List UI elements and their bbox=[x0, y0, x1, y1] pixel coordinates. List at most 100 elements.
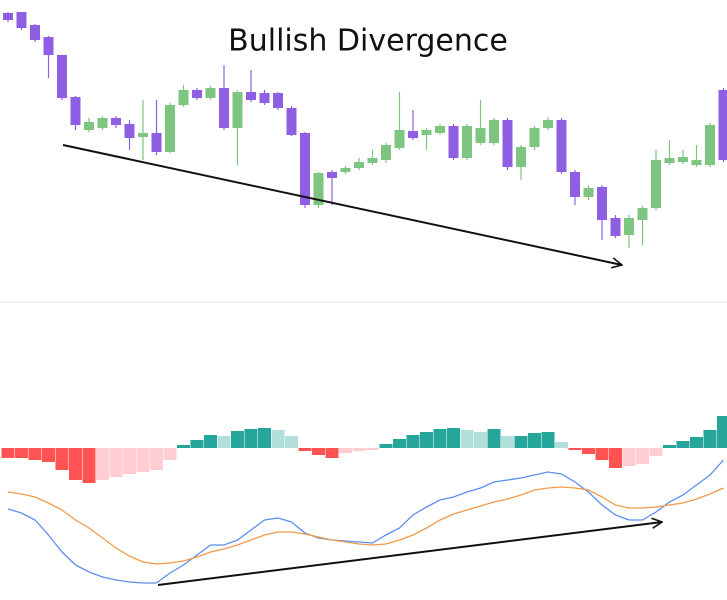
macd-line bbox=[7, 459, 724, 584]
histogram-bar bbox=[501, 436, 514, 448]
histogram-bar bbox=[163, 448, 177, 460]
histogram-bar bbox=[703, 430, 717, 448]
candle-body bbox=[286, 108, 297, 135]
histogram-bar bbox=[514, 436, 528, 448]
histogram-bar bbox=[582, 448, 595, 454]
candle-body bbox=[111, 118, 121, 125]
histogram-bar bbox=[217, 436, 231, 448]
histogram-bar bbox=[568, 448, 582, 450]
price-divergence-arrow bbox=[62, 144, 622, 265]
histogram-bar bbox=[82, 448, 96, 483]
histogram-bar bbox=[1, 448, 15, 458]
candle-body bbox=[381, 145, 391, 160]
histogram-bar bbox=[204, 435, 217, 448]
candle-body bbox=[448, 126, 459, 158]
histogram-bar bbox=[528, 433, 541, 448]
candle-body bbox=[570, 172, 580, 197]
candle-body bbox=[705, 125, 715, 165]
histogram-bar bbox=[487, 429, 501, 448]
candle-body bbox=[691, 160, 702, 165]
chart-title: Bullish Divergence bbox=[228, 24, 508, 59]
candle-body bbox=[435, 126, 445, 133]
histogram-bar bbox=[352, 448, 366, 451]
candle-body bbox=[192, 90, 202, 98]
candle-body bbox=[529, 128, 540, 147]
candle-body bbox=[543, 120, 553, 128]
histogram-bar bbox=[244, 429, 258, 448]
candle-body bbox=[610, 218, 621, 236]
histogram-bar bbox=[325, 448, 339, 458]
candle-body bbox=[421, 130, 432, 135]
histogram-bar bbox=[298, 448, 312, 451]
candle-body bbox=[475, 128, 486, 143]
histogram-bar bbox=[258, 428, 271, 448]
histogram-bar bbox=[69, 448, 82, 480]
histogram-bar bbox=[447, 428, 460, 448]
candle-body bbox=[313, 173, 324, 205]
candle-body bbox=[556, 120, 567, 172]
candle-body bbox=[232, 92, 243, 128]
histogram-bar bbox=[28, 448, 42, 460]
candle-body bbox=[624, 218, 634, 235]
histogram-bar bbox=[595, 448, 609, 460]
candle-body bbox=[502, 120, 513, 167]
candle-body bbox=[327, 172, 337, 178]
histogram-bar bbox=[15, 448, 28, 458]
histogram-bar bbox=[190, 440, 204, 448]
candle-body bbox=[678, 157, 688, 162]
candle-body bbox=[219, 88, 229, 128]
candle-body bbox=[489, 120, 499, 143]
histogram-bar bbox=[433, 429, 447, 448]
candle-body bbox=[43, 37, 54, 55]
candle-body bbox=[273, 93, 283, 108]
histogram-bar bbox=[136, 448, 150, 472]
histogram-bar bbox=[690, 437, 703, 448]
candle-body bbox=[597, 187, 607, 220]
histogram-bar bbox=[609, 448, 622, 468]
candle-body bbox=[16, 12, 27, 28]
candle-body bbox=[583, 188, 594, 197]
candle-body bbox=[246, 92, 256, 100]
histogram-bar bbox=[555, 442, 568, 448]
histogram-bar bbox=[636, 448, 649, 464]
histogram-bar bbox=[676, 441, 690, 448]
candle-body bbox=[408, 131, 418, 138]
histogram-bar bbox=[177, 445, 190, 448]
candle-body bbox=[354, 162, 364, 168]
candle-body bbox=[124, 124, 135, 138]
candle-body bbox=[178, 90, 189, 105]
candle-body bbox=[57, 55, 67, 98]
macd-line bbox=[7, 486, 724, 565]
candle-body bbox=[718, 90, 727, 160]
candle-body bbox=[70, 97, 81, 125]
candle-body bbox=[637, 208, 648, 220]
candle-body bbox=[664, 158, 675, 163]
candle-body bbox=[205, 88, 216, 98]
histogram-bar bbox=[109, 448, 123, 477]
histogram-bar bbox=[55, 448, 69, 470]
histogram-bar bbox=[312, 448, 325, 455]
histogram-bar bbox=[663, 445, 676, 448]
histogram-bar bbox=[42, 448, 55, 462]
candle-body bbox=[340, 168, 351, 172]
candle-body bbox=[462, 126, 472, 158]
candle-body bbox=[30, 25, 40, 40]
histogram-bar bbox=[231, 431, 244, 448]
candle-body bbox=[394, 130, 405, 148]
candle-body bbox=[84, 122, 94, 130]
histogram-bar bbox=[150, 448, 163, 470]
histogram-bar bbox=[622, 448, 636, 466]
candle-body bbox=[3, 13, 13, 20]
candle-body bbox=[151, 133, 162, 152]
histogram-bar bbox=[649, 448, 663, 456]
macd-divergence-arrow bbox=[157, 522, 662, 586]
price-panel bbox=[3, 12, 727, 248]
histogram-bar bbox=[96, 448, 109, 480]
histogram-bar bbox=[474, 432, 487, 448]
candle-body bbox=[300, 133, 310, 205]
histogram-bar bbox=[393, 439, 406, 448]
histogram-bar bbox=[541, 432, 555, 448]
macd-panel bbox=[1, 416, 727, 584]
candle-body bbox=[516, 147, 526, 167]
